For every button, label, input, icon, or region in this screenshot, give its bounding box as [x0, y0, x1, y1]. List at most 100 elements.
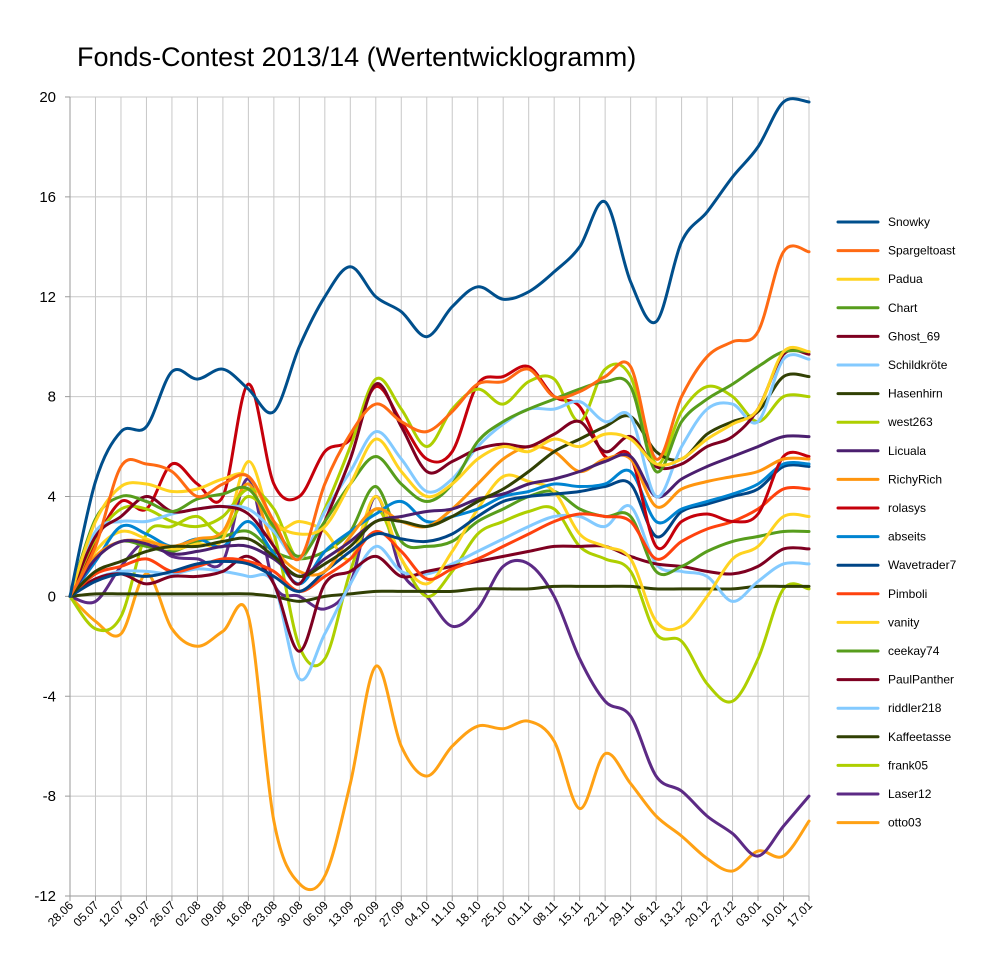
x-tick-label: 13.12	[657, 898, 688, 929]
legend-label: vanity	[888, 615, 919, 629]
legend-label: Schildkröte	[888, 358, 948, 372]
legend-entry: rolasys	[836, 501, 926, 515]
x-tick-label: 12.07	[96, 898, 127, 929]
x-tick-label: 23.08	[249, 898, 280, 929]
legend-entry: RichyRich	[836, 472, 942, 486]
legend-label: west263	[887, 415, 933, 429]
legend-label: abseits	[888, 530, 926, 544]
legend-entry: Kaffeetasse	[836, 730, 951, 744]
series-line-kaffeetasse	[68, 584, 811, 603]
legend-entry: abseits	[836, 530, 926, 544]
legend-label: Spargeltoast	[888, 244, 956, 258]
series-line-padua	[68, 345, 811, 598]
x-tick-label: 02.08	[172, 898, 203, 929]
series-line-laser12	[68, 477, 811, 858]
series-line-west263	[68, 362, 811, 598]
legend-label: Ghost_69	[888, 329, 940, 343]
x-tick-label: 20.09	[351, 898, 382, 929]
chart-title: Fonds-Contest 2013/14 (Wertentwicklogram…	[77, 42, 636, 72]
series-line-riddler218	[68, 503, 811, 682]
legend-label: Laser12	[888, 787, 932, 801]
legend-label: frank05	[888, 758, 928, 772]
series-line-frank05	[68, 495, 811, 704]
legend-entry: Ghost_69	[836, 329, 940, 343]
legend-entry: PaulPanther	[836, 673, 954, 687]
legend: Snowky Spargeltoast Padua Chart Ghost_69 Schi…	[836, 215, 957, 830]
legend-label: Hasenhirn	[888, 387, 943, 401]
x-tick-label: 16.08	[223, 898, 254, 929]
series-line-snowky	[68, 97, 811, 598]
series-line-hasenhirn	[68, 372, 811, 598]
legend-label: Kaffeetasse	[888, 730, 951, 744]
legend-entry: riddler218	[836, 701, 942, 715]
x-tick-label: 15.11	[555, 898, 586, 929]
x-tick-label: 27.09	[376, 898, 407, 929]
x-tick-label: 08.11	[530, 898, 561, 929]
x-tick-label: 22.11	[581, 898, 612, 929]
axes: 201612840-4-8-1228.0605.0712.0719.0726.0…	[34, 89, 815, 929]
series-line-chart	[68, 349, 811, 598]
legend-label: rolasys	[888, 501, 926, 515]
x-tick-label: 18.10	[453, 898, 484, 929]
x-tick-label: 29.11	[606, 898, 637, 929]
legend-label: Wavetrader7	[888, 558, 957, 572]
series-line-ghost-69	[68, 348, 811, 598]
legend-label: ceekay74	[888, 644, 940, 658]
x-tick-label: 05.07	[70, 898, 101, 929]
x-tick-label: 19.07	[121, 898, 152, 929]
x-tick-label: 06.09	[300, 898, 331, 929]
legend-label: RichyRich	[888, 472, 942, 486]
legend-entry: ceekay74	[836, 644, 940, 658]
legend-entry: Hasenhirn	[836, 387, 943, 401]
series-line-licuala	[68, 434, 811, 598]
legend-label: Chart	[888, 301, 918, 315]
y-tick-label: 0	[48, 588, 56, 605]
series-line-ceekay74	[68, 485, 811, 598]
series-line-paulpanther	[68, 544, 811, 653]
legend-entry: Chart	[836, 301, 918, 315]
legend-entry: vanity	[836, 615, 919, 629]
legend-label: riddler218	[888, 701, 942, 715]
series-group	[68, 97, 811, 892]
series-line-pimboli	[68, 486, 811, 598]
series-line-richyrich	[68, 444, 811, 598]
legend-entry: Wavetrader7	[836, 558, 957, 572]
series-line-wavetrader7	[68, 463, 811, 598]
legend-entry: frank05	[836, 758, 928, 772]
y-tick-label: 20	[39, 89, 56, 106]
y-tick-label: -4	[43, 688, 56, 705]
x-tick-label: 27.12	[708, 898, 739, 929]
legend-label: Snowky	[888, 215, 930, 229]
y-tick-label: 16	[39, 189, 56, 206]
x-tick-label: 01.11	[504, 898, 535, 929]
legend-entry: west263	[836, 415, 933, 429]
y-tick-label: -8	[43, 788, 56, 805]
series-line-otto03	[68, 572, 811, 892]
legend-entry: Snowky	[836, 215, 930, 229]
legend-label: otto03	[888, 816, 922, 830]
y-tick-label: 4	[48, 489, 56, 506]
legend-label: Padua	[888, 272, 923, 286]
x-tick-label: 10.01	[759, 898, 790, 929]
x-tick-label: 30.08	[274, 898, 305, 929]
x-tick-label: 26.07	[147, 898, 178, 929]
legend-entry: Laser12	[836, 787, 932, 801]
series-line-rolasys	[68, 364, 811, 598]
x-tick-label: 06.12	[631, 898, 662, 929]
legend-entry: Padua	[836, 272, 923, 286]
x-tick-label: 11.10	[428, 898, 459, 929]
x-tick-label: 04.10	[402, 898, 433, 929]
x-tick-label: 13.09	[325, 898, 356, 929]
legend-entry: Licuala	[836, 444, 926, 458]
legend-entry: Schildkröte	[836, 358, 948, 372]
y-tick-label: 12	[39, 289, 56, 306]
legend-entry: Spargeltoast	[836, 244, 956, 258]
y-tick-label: 8	[48, 389, 56, 406]
y-tick-label: -12	[34, 888, 56, 905]
x-tick-label: 03.01	[733, 898, 764, 929]
legend-entry: Pimboli	[836, 587, 927, 601]
x-tick-label: 25.10	[478, 898, 509, 929]
x-tick-label: 20.12	[682, 898, 713, 929]
legend-entry: otto03	[836, 816, 922, 830]
legend-label: Pimboli	[888, 587, 927, 601]
